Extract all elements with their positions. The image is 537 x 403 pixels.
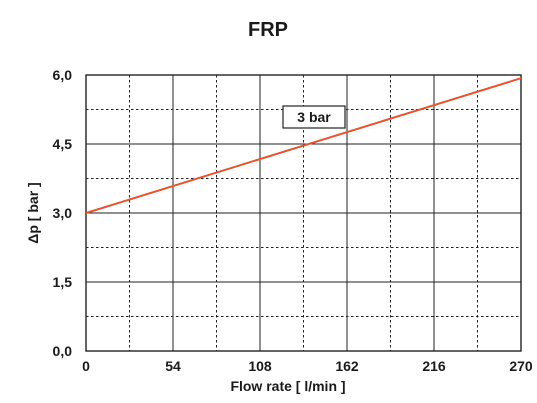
- y-tick-label: 1,5: [53, 274, 73, 290]
- x-tick-label: 54: [165, 358, 181, 374]
- series-layer: [85, 77, 522, 214]
- y-tick-label: 6,0: [53, 67, 73, 83]
- annotation-box: [282, 105, 346, 129]
- y-tick-label: 3,0: [53, 205, 73, 221]
- y-axis-label: Δp [ bar ]: [25, 182, 41, 243]
- x-axis-label: Flow rate [ l/min ]: [230, 378, 345, 394]
- series-annotation: 3 bar: [282, 105, 346, 129]
- chart-title: FRP: [248, 19, 288, 41]
- x-tick-label: 108: [248, 358, 272, 374]
- series-line: [85, 77, 522, 214]
- x-tick-label: 162: [335, 358, 359, 374]
- x-tick-labels: 0 54 108 162 216 270: [82, 358, 533, 374]
- y-tick-labels: 0,0 1,5 3,0 4,5 6,0: [53, 67, 73, 359]
- x-tick-label: 0: [82, 358, 90, 374]
- x-tick-label: 216: [422, 358, 446, 374]
- annotation-label: 3 bar: [297, 109, 331, 125]
- x-tick-label: 270: [509, 358, 533, 374]
- y-tick-label: 0,0: [53, 343, 73, 359]
- y-tick-label: 4,5: [53, 136, 73, 152]
